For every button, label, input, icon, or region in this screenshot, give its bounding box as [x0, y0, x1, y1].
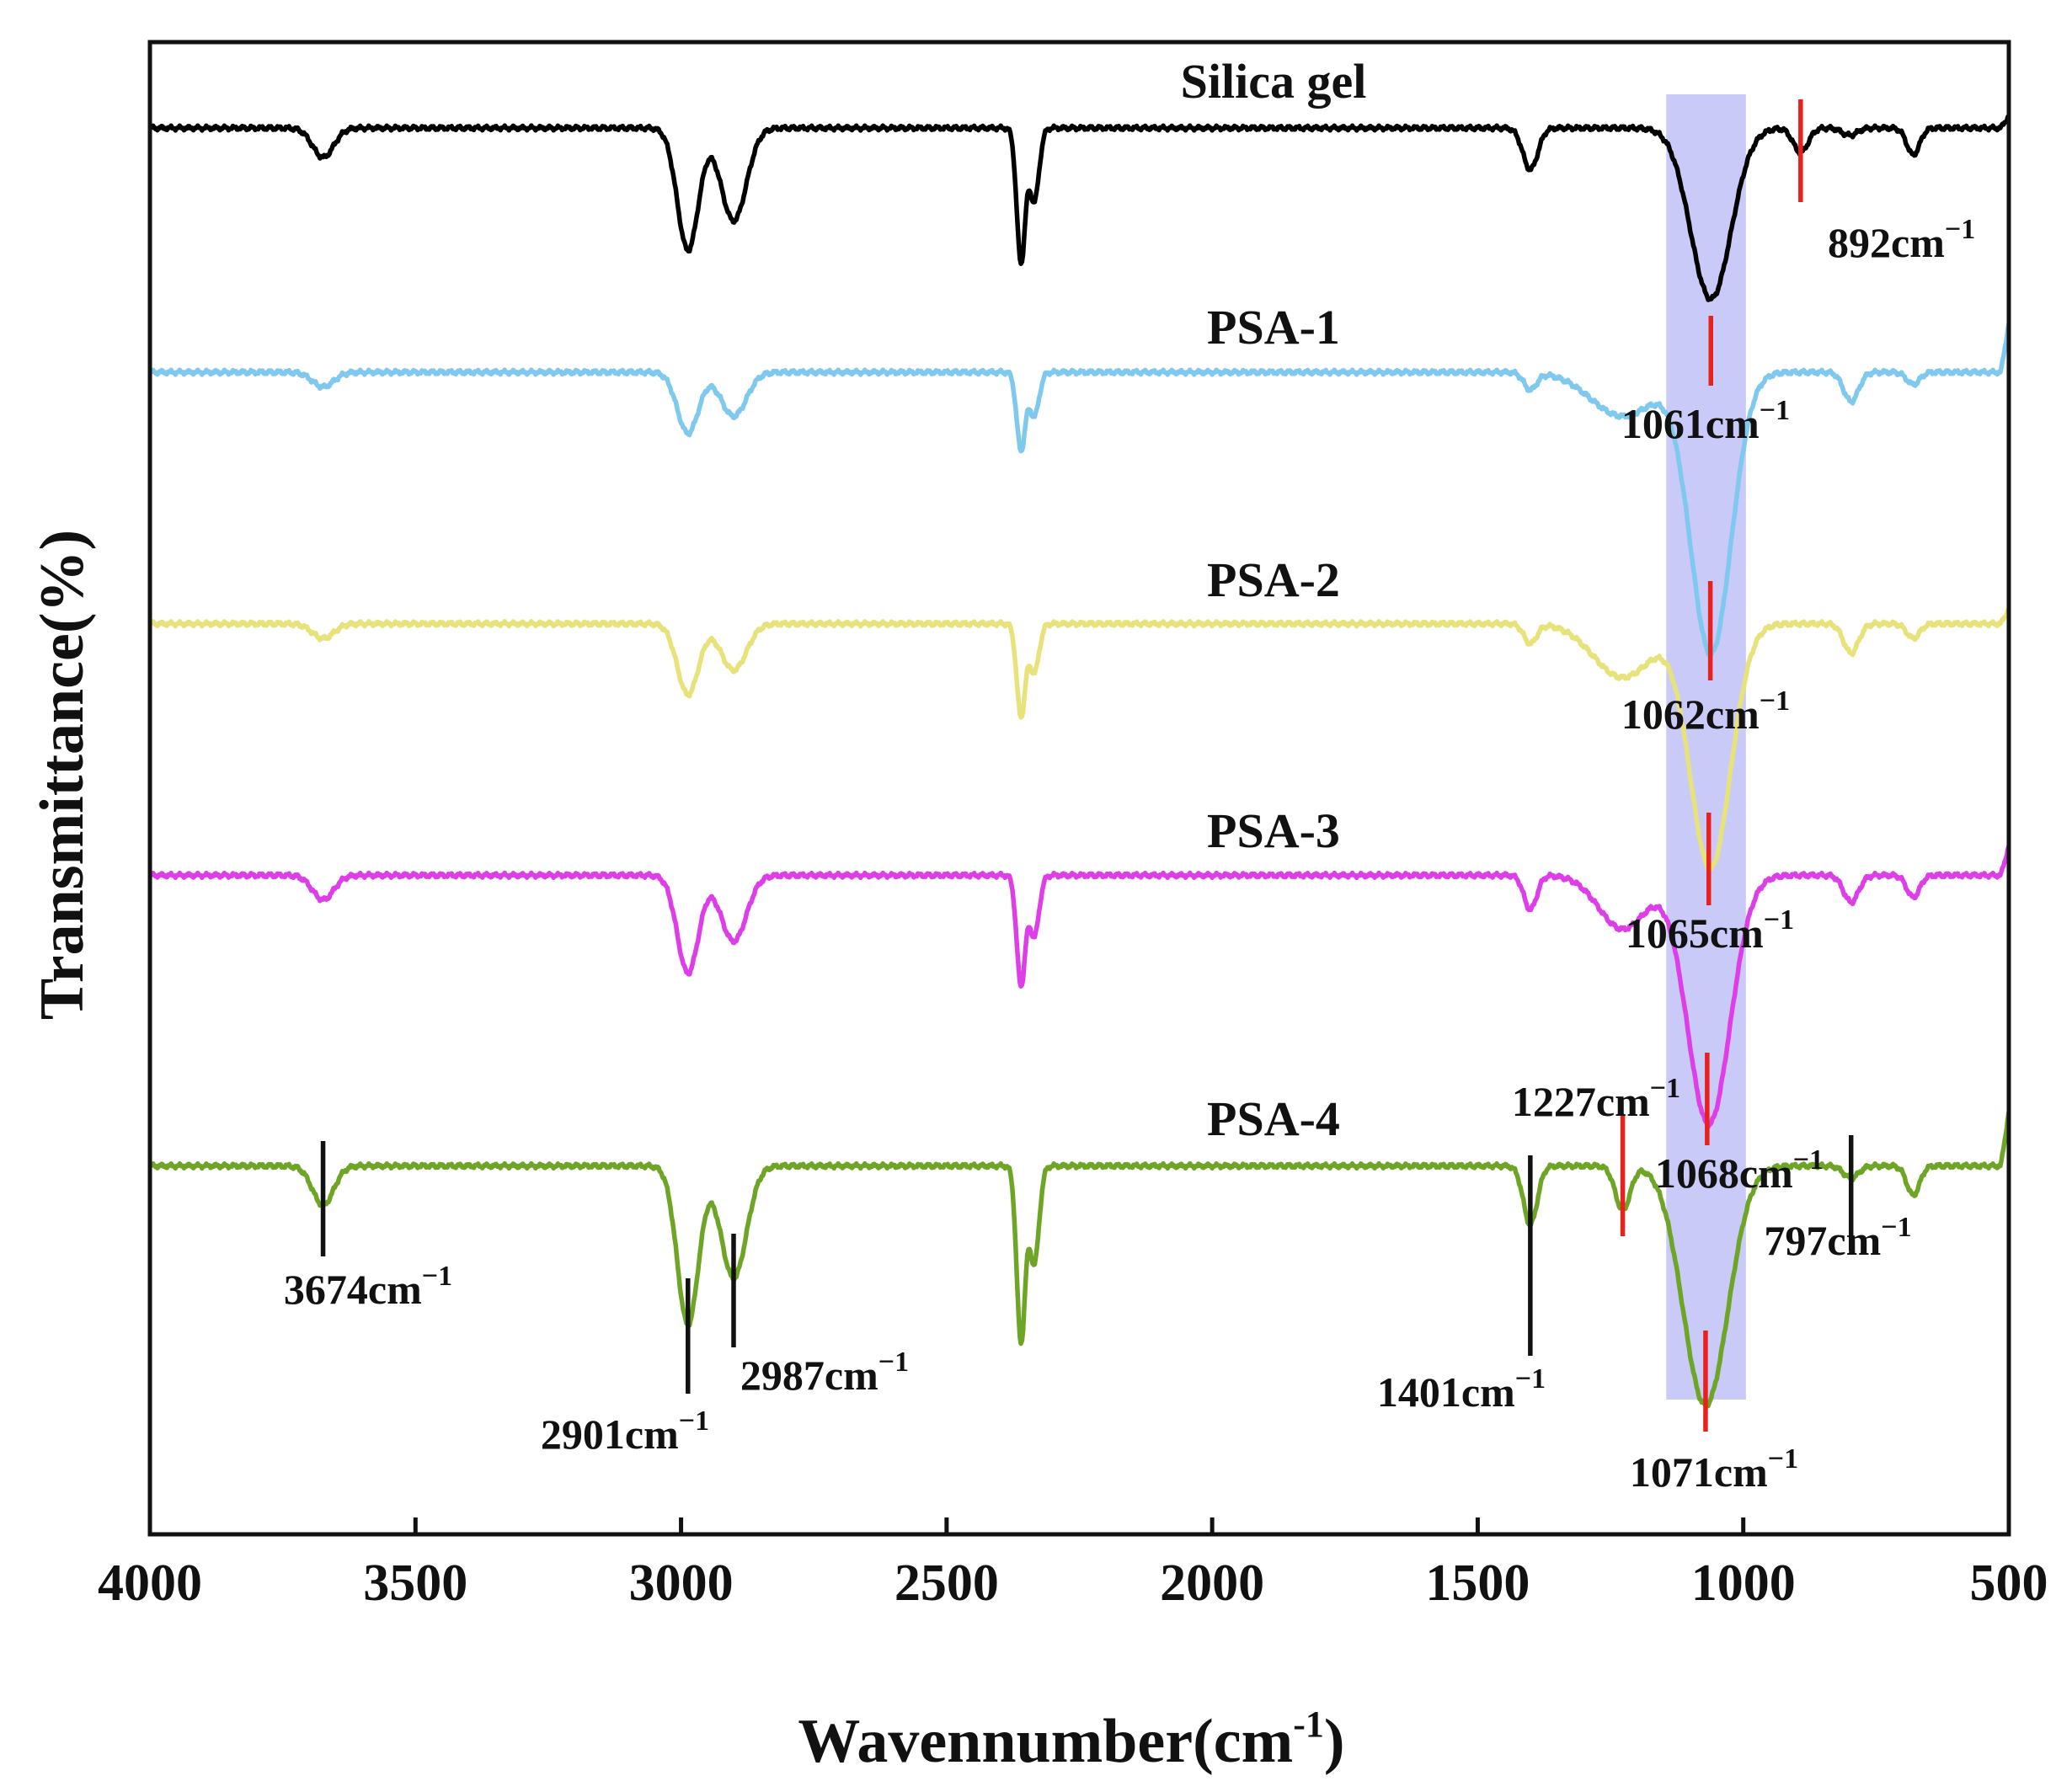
series-line — [148, 845, 2011, 1129]
annotation-label-main: 2901cm — [541, 1411, 679, 1458]
x-axis-title-close: ) — [1324, 1707, 1345, 1776]
annotation-label-main: 3674cm — [284, 1266, 422, 1313]
annotation-label-main: 1062cm — [1621, 691, 1760, 738]
annotation-label-sup: −1 — [1768, 1443, 1798, 1475]
annotation-label-main: 1071cm — [1630, 1448, 1768, 1496]
x-axis-title: Wavennumber(cm-1) — [798, 1704, 1344, 1776]
annotation-label-sup: −1 — [1650, 1073, 1680, 1104]
annotation-label-main: 797cm — [1764, 1217, 1881, 1264]
x-axis-ticks: 4000 3500 3000 2500 2000 1500 1000 500 — [98, 1517, 2048, 1612]
annotation-label-main: 1061cm — [1621, 400, 1760, 447]
annotation-label-sup: −1 — [1764, 904, 1794, 936]
x-axis-title-sup: -1 — [1293, 1704, 1324, 1745]
annotation-layer: 892cm−11061cm−11062cm−11065cm−11068cm−11… — [284, 99, 1975, 1496]
y-axis-title: Transmittance(%) — [28, 530, 97, 1020]
annotation-label-sup: −1 — [1881, 1212, 1911, 1243]
annotation-label: 1061cm−1 — [1621, 395, 1790, 447]
x-tick-label: 1000 — [1691, 1555, 1796, 1612]
annotation-label-sup: −1 — [679, 1405, 709, 1437]
annotation-label: 1065cm−1 — [1626, 904, 1794, 957]
annotation-label: 1227cm−1 — [1512, 1073, 1680, 1125]
series-line — [148, 1112, 2011, 1409]
annotation-label-sup: −1 — [422, 1261, 452, 1292]
series-line — [148, 607, 2011, 872]
series-line — [148, 114, 2011, 302]
x-tick-label: 4000 — [98, 1555, 202, 1612]
annotation-label-main: 1227cm — [1512, 1078, 1650, 1125]
series-label: PSA-4 — [1207, 1091, 1340, 1146]
series-label: PSA-1 — [1207, 300, 1340, 355]
x-tick-label: 3500 — [363, 1555, 467, 1612]
annotation-label-sup: −1 — [1760, 685, 1790, 717]
x-axis-title-main: Wavennumber(cm — [798, 1707, 1293, 1776]
annotation-label: 2987cm−1 — [740, 1347, 909, 1399]
annotation-label: 892cm−1 — [1828, 214, 1975, 266]
series-layer: Silica gel PSA-1 PSA-2 PSA-3 PSA-4 — [148, 54, 2011, 1409]
x-tick-label: 2500 — [894, 1555, 999, 1612]
annotation-label-sup: −1 — [1945, 214, 1975, 245]
annotation-label-main: 1068cm — [1655, 1149, 1793, 1197]
annotation-label-main: 1065cm — [1626, 909, 1764, 957]
x-tick-label: 3000 — [629, 1555, 734, 1612]
annotation-label-sup: −1 — [1515, 1363, 1546, 1395]
annotation-label: 1401cm−1 — [1377, 1363, 1546, 1416]
annotation-label-sup: −1 — [1793, 1144, 1824, 1176]
annotation-label: 1068cm−1 — [1655, 1144, 1824, 1197]
series-line — [148, 323, 2011, 657]
series-label: PSA-2 — [1207, 552, 1340, 607]
annotation-label-sup: −1 — [1760, 395, 1790, 426]
annotation-label: 797cm−1 — [1764, 1212, 1911, 1264]
annotation-label-sup: −1 — [878, 1347, 909, 1378]
series-label: Silica gel — [1181, 54, 1367, 109]
series-label: PSA-3 — [1207, 803, 1340, 858]
annotation-label: 1071cm−1 — [1630, 1443, 1798, 1496]
annotation-label-main: 1401cm — [1377, 1368, 1515, 1416]
annotation-label: 3674cm−1 — [284, 1261, 452, 1313]
annotation-label-main: 892cm — [1828, 219, 1945, 266]
plot-frame — [147, 40, 2011, 1537]
annotation-label-main: 2987cm — [740, 1352, 878, 1399]
x-tick-label: 2000 — [1160, 1555, 1264, 1612]
annotation-label: 1062cm−1 — [1621, 685, 1790, 738]
x-tick-label: 500 — [1970, 1555, 2048, 1612]
x-tick-label: 1500 — [1425, 1555, 1530, 1612]
annotation-label: 2901cm−1 — [541, 1405, 709, 1458]
